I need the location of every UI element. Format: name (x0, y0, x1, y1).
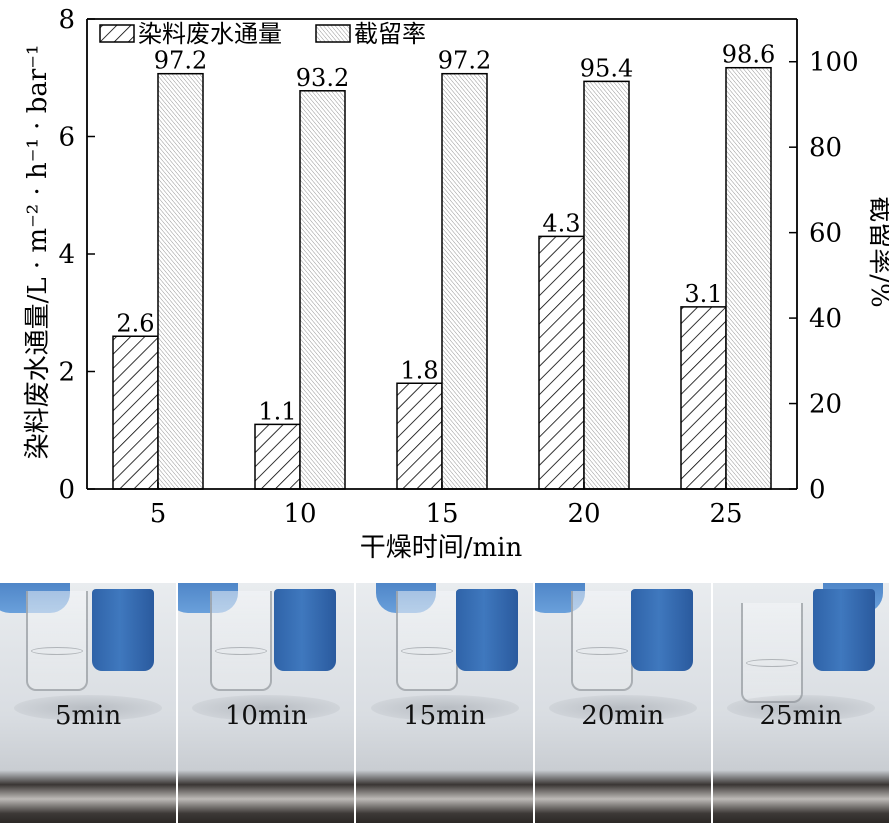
y-tick-label: 4 (58, 240, 75, 270)
blue-dye-vial (274, 589, 337, 671)
clear-vial (570, 591, 633, 691)
flux-bar (254, 423, 301, 490)
rejection-bar (299, 90, 346, 490)
flux-data-label: 4.3 (542, 209, 580, 237)
y-tick-label: 8 (58, 5, 75, 35)
x-tick-label: 25 (709, 499, 742, 529)
photo-label: 15min (403, 701, 486, 731)
flux-data-label: 1.8 (400, 356, 438, 384)
vial-photo: 10min (176, 583, 355, 823)
legend-swatch-flux (99, 24, 135, 43)
y2-tick-label: 60 (809, 219, 842, 249)
y2-axis-title: 截留率/% (865, 196, 889, 307)
y2-tick-label: 0 (809, 475, 826, 505)
x-tick-label: 15 (425, 499, 458, 529)
photo-strip: 5min 10min 15min 20min 25min (0, 583, 889, 823)
rejection-data-label: 95.4 (580, 54, 633, 82)
y2-tick-label: 20 (809, 390, 842, 420)
dual-axis-bar-chart: 2.697.251.193.2101.897.2154.395.4203.198… (23, 5, 889, 563)
legend-label-flux: 染料废水通量 (138, 20, 282, 48)
y-tick-label: 6 (58, 123, 75, 153)
legend-swatch-rejection (315, 24, 351, 43)
rejection-data-label: 93.2 (296, 64, 349, 92)
legend-label-rejection: 截留率 (354, 20, 426, 48)
flux-bar (112, 335, 159, 490)
blue-dye-vial (456, 589, 519, 671)
vial-photo: 20min (532, 583, 711, 823)
flux-bar (396, 382, 443, 490)
rejection-bar (583, 80, 630, 490)
photo-label: 25min (759, 701, 843, 731)
flux-bar (680, 306, 727, 490)
clear-vial (396, 591, 459, 691)
blue-dye-vial (630, 589, 693, 671)
photo-label: 20min (581, 701, 665, 731)
x-tick-label: 20 (567, 499, 600, 529)
rejection-data-label: 97.2 (438, 47, 491, 75)
rejection-bar (441, 72, 488, 490)
flux-bar (538, 235, 585, 490)
vial-photo: 5min (0, 583, 177, 823)
y2-tick-label: 40 (809, 304, 842, 334)
photo-label: 10min (224, 701, 308, 731)
clear-vial (210, 591, 273, 691)
legend: 染料废水通量 截留率 (99, 20, 426, 48)
blue-dye-vial (92, 589, 154, 671)
flux-data-label: 3.1 (684, 280, 722, 308)
rejection-bar (157, 72, 204, 490)
x-tick-label: 5 (150, 499, 167, 529)
clear-vial (740, 603, 803, 703)
rejection-data-label: 98.6 (722, 41, 775, 69)
y-axis-title: 染料废水通量/L · m⁻² · h⁻¹ · bar⁻¹ (23, 45, 53, 460)
blue-dye-vial (812, 589, 875, 671)
flux-data-label: 1.1 (258, 397, 296, 425)
vial-photo: 15min (354, 583, 533, 823)
y2-tick-label: 80 (809, 133, 842, 163)
y2-tick-label: 100 (809, 48, 859, 78)
y-tick-label: 2 (58, 358, 75, 388)
x-axis-title: 干燥时间/min (360, 533, 523, 563)
rejection-bar (725, 66, 772, 490)
rejection-data-label: 97.2 (154, 47, 207, 75)
photo-label: 5min (54, 701, 122, 731)
flux-data-label: 2.6 (116, 309, 154, 337)
vial-photo: 25min (710, 583, 889, 823)
clear-vial (26, 591, 88, 691)
y-tick-label: 0 (58, 475, 75, 505)
x-tick-label: 10 (283, 499, 316, 529)
